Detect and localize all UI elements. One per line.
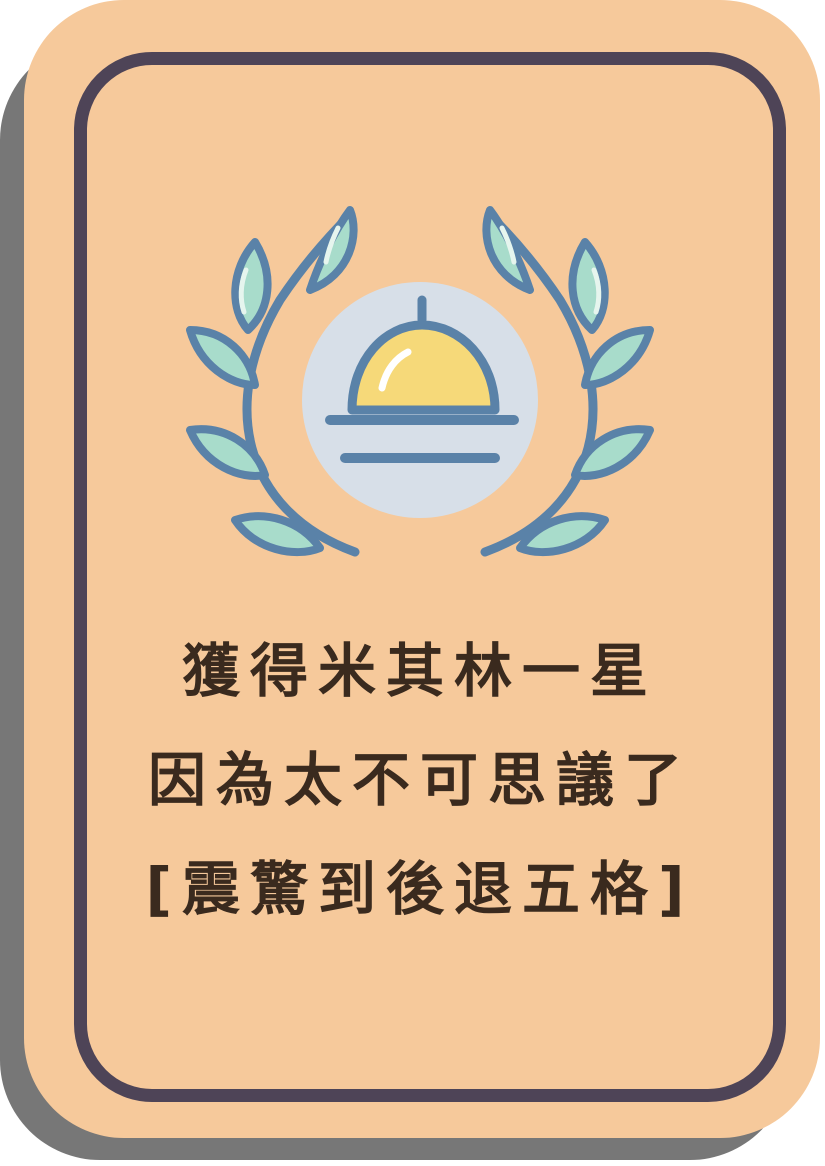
game-card[interactable] xyxy=(24,0,820,1138)
card-line-3: [震驚到後退五格] xyxy=(145,855,695,923)
card-line-2: 因為太不可思議了 xyxy=(147,746,692,814)
card-text: 獲得米其林一星 因為太不可思議了 [震驚到後退五格] xyxy=(100,640,740,967)
card-border xyxy=(74,52,786,1102)
card-line-1: 獲得米其林一星 xyxy=(181,637,658,705)
cloche-laurel-icon xyxy=(160,180,680,580)
